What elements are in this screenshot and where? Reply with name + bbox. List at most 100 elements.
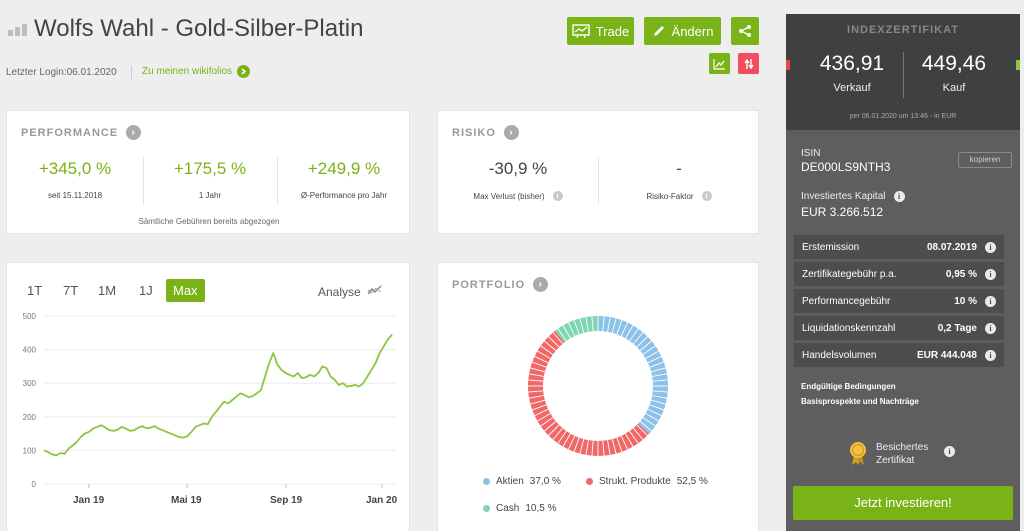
wikifolios-link[interactable]: Zu meinen wikifolios — [142, 65, 251, 78]
final-terms-link[interactable]: Endgültige Bedingungen — [801, 382, 896, 391]
donut-separator — [532, 361, 547, 368]
portfolio-donut-chart — [528, 316, 669, 457]
risk-title: RISIKO › — [452, 125, 519, 140]
arrow-right-icon[interactable]: › — [126, 125, 142, 140]
legend-name: Strukt. Produkte — [599, 476, 671, 487]
legend-item-strukt: Strukt. Produkte 52,5 % — [586, 476, 708, 487]
donut-separator — [625, 433, 634, 447]
info-row-label: Zertifikategebühr p.a. — [802, 268, 897, 280]
portfolio-title-label: PORTFOLIO — [452, 278, 526, 291]
price-panel: INDEXZERTIFIKAT 436,91 Verkauf 449,46 Ka… — [786, 14, 1020, 130]
info-row-label: Performancegebühr — [802, 295, 891, 307]
donut-separator — [579, 318, 585, 333]
portfolio-card: PORTFOLIO › — [437, 262, 759, 531]
donut-separator — [652, 379, 668, 382]
info-icon[interactable]: i — [985, 295, 996, 307]
trade-chart-icon — [572, 24, 590, 38]
performance-metric-0: +345,0 % seit 15.11.2018 — [7, 159, 143, 200]
legend-item-cash: Cash 10,5 % — [483, 503, 557, 514]
legend-dot — [483, 478, 490, 485]
donut-separator — [629, 328, 639, 342]
donut-separator — [620, 322, 628, 337]
donut-separator — [636, 336, 648, 348]
buy-indicator — [1016, 60, 1020, 70]
donut-separator — [537, 413, 551, 422]
donut-separator — [616, 320, 623, 335]
performance-label: 1 Jahr — [198, 191, 222, 200]
info-icon[interactable]: i — [944, 446, 955, 457]
donut-separator — [629, 430, 639, 444]
sell-price: 436,91 — [819, 52, 885, 75]
info-icon[interactable]: i — [552, 191, 563, 201]
arrow-right-icon[interactable]: › — [533, 277, 549, 292]
trend-swap-button[interactable] — [738, 53, 759, 74]
info-row-certificate-fee: Zertifikategebühr p.a. 0,95 % i — [794, 262, 1004, 286]
donut-separator — [540, 417, 554, 427]
info-icon[interactable]: i — [985, 268, 996, 280]
wikifolios-link-label: Zu meinen wikifolios — [142, 66, 233, 77]
performance-metric-1: +175,5 % 1 Jahr — [143, 159, 277, 200]
capital-label: Investiertes Kapital — [801, 191, 886, 202]
tab-7t[interactable]: 7T — [63, 283, 79, 298]
donut-separator — [607, 316, 611, 332]
certificate-panel: INDEXZERTIFIKAT 436,91 Verkauf 449,46 Ka… — [786, 14, 1020, 531]
tab-1j[interactable]: 1J — [139, 283, 153, 298]
donut-separator — [528, 395, 544, 399]
donut-separator — [602, 316, 605, 332]
donut-separator — [649, 404, 664, 411]
info-icon[interactable]: i — [985, 322, 996, 334]
info-row-label: Erstemission — [802, 241, 860, 253]
risk-label: Risiko-Faktor — [646, 191, 694, 201]
title-bars-icon — [8, 22, 28, 36]
share-button[interactable] — [731, 17, 759, 45]
tab-1t[interactable]: 1T — [27, 283, 43, 298]
legend-name: Cash — [496, 503, 520, 514]
donut-separator — [625, 325, 634, 339]
info-icon[interactable]: i — [985, 241, 996, 253]
info-row-trading-volume: Handelsvolumen EUR 444.048 i — [794, 343, 1004, 367]
info-row-label: Handelsvolumen — [802, 349, 877, 361]
risk-metric-1: - Risiko-Faktor i — [598, 159, 760, 201]
donut-separator — [647, 356, 662, 364]
legend-value: 37,0 % — [529, 476, 561, 487]
y-tick-label: 0 — [32, 480, 37, 489]
donut-separator — [642, 345, 656, 355]
donut-separator — [585, 316, 589, 332]
donut-separator — [530, 367, 545, 373]
info-icon[interactable]: i — [893, 191, 905, 202]
prospectus-link[interactable]: Basisprospekte und Nachträge — [801, 397, 919, 406]
buy-label: Kauf — [942, 82, 966, 94]
analyse-icon — [367, 284, 383, 300]
risk-value: - — [676, 159, 682, 178]
donut-separator — [532, 404, 547, 411]
arrow-right-icon[interactable]: › — [503, 125, 519, 140]
capital-label-row: Investiertes Kapital i — [801, 191, 905, 202]
info-icon[interactable]: i — [985, 349, 996, 361]
swap-arrows-icon — [743, 58, 755, 70]
edit-label: Ändern — [671, 23, 714, 39]
trend-up-button[interactable] — [709, 53, 730, 74]
donut-separator — [620, 435, 628, 450]
trade-button[interactable]: Trade — [567, 17, 634, 45]
donut-separator — [544, 421, 557, 432]
donut-separator — [557, 328, 567, 342]
analyse-button[interactable]: Analyse — [318, 284, 383, 300]
info-row-liquidation: Liquidationskennzahl 0,2 Tage i — [794, 316, 1004, 340]
info-row-value: 0,2 Tage — [937, 322, 977, 334]
share-icon — [738, 24, 752, 38]
tab-max[interactable]: Max — [166, 279, 205, 302]
price-timestamp: per 06.01.2020 um 13:46 - in EUR — [849, 113, 957, 120]
copy-isin-button[interactable]: kopieren — [958, 152, 1012, 168]
edit-button[interactable]: Ändern — [644, 17, 721, 45]
donut-separator — [568, 322, 576, 337]
sell-label: Verkauf — [833, 82, 871, 94]
isin-label: ISIN — [801, 148, 821, 159]
arrow-right-icon — [237, 65, 251, 78]
donut-separator — [528, 379, 544, 382]
donut-separator — [616, 437, 623, 452]
info-icon[interactable]: i — [701, 191, 712, 201]
sell-indicator — [786, 60, 790, 70]
secured-line-1: Besichertes — [876, 442, 929, 453]
invest-button[interactable]: Jetzt investieren! — [793, 486, 1013, 520]
tab-1m[interactable]: 1M — [98, 283, 117, 298]
